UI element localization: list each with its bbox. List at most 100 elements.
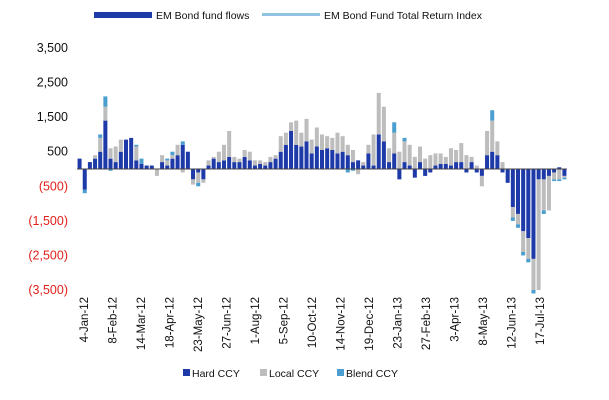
bar-segment-local [154,169,159,176]
bar-segment-hard [221,160,227,169]
bar-segment-local [485,130,490,156]
bar-segment-hard [93,158,98,169]
bar-segment-hard [495,155,500,169]
bar-segment-hard [144,165,149,169]
bar-segment-hard [552,169,557,173]
legend-swatch-local-ccy [260,369,267,376]
x-tick-label: 14-Mar-12 [136,297,148,350]
bar-segment-hard [299,146,304,169]
bar-segment-local [108,148,113,159]
bar-segment-hard [206,165,211,169]
bar-segment-hard [417,162,423,169]
bar-segment-hard [113,162,118,169]
bar-segment-local [319,134,325,150]
bar-segment-local [371,134,376,166]
bar-segment-local [170,155,175,159]
bar-segment-hard [268,162,273,169]
bar-segment-local [335,132,340,154]
bar-segment-local [521,231,526,252]
y-tick-label: (500) [39,179,68,193]
bar-segment-hard [263,165,268,169]
legend-label-bond-fund-flows: EM Bond fund flows [156,10,249,22]
bar-segment-hard [412,169,417,178]
bar-segment-hard [191,169,196,180]
bar-segment-blend [490,110,495,121]
bar-segment-hard [356,160,361,169]
bar-segment-hard [118,151,123,169]
bar-segment-blend [165,158,170,161]
bar-segment-hard [345,155,350,169]
bar-segment-hard [474,169,479,173]
bar-segment-local [165,160,170,166]
bar-segment-hard [325,148,330,169]
bar-segment-hard [123,139,129,169]
bar-segment-local [381,106,386,142]
bar-segment-local [495,141,500,156]
bar-segment-blend [108,169,113,171]
bar-segment-local [454,149,459,163]
x-tick-label: 23-Jan-13 [393,297,405,349]
y-tick-label: 500 [47,145,68,159]
bar-segment-local [361,162,366,166]
bar-segment-local [448,148,453,166]
x-tick-label: 19-Dec-12 [364,297,376,351]
bar-segment-local [546,175,551,211]
bar-segment-local [191,179,196,185]
bar-segment-hard [397,169,402,180]
bar-segment-blend [134,144,139,147]
bar-segment-hard [139,163,144,169]
top-legend: EM Bond fund flows EM Bond Fund Total Re… [94,10,483,22]
bar-segment-local [103,106,108,121]
legend-swatch-blend-ccy [337,369,344,376]
bar-segment-hard [242,156,247,169]
bar-segment-local [237,158,242,163]
y-axis: 3,500 2,500 1,500 500 (500) (1,500) (2,500) (3,… [28,41,68,297]
bar-segment-hard [350,162,355,169]
bar-segment-local [500,162,505,169]
bar-segment-hard [160,162,165,169]
bar-segment-hard [371,165,376,169]
x-tick-label: 27-Jun-12 [222,297,234,349]
bar-segment-hard [454,162,459,169]
bar-segment-local [232,156,237,163]
bar-segment-local [211,156,216,159]
bar-segment-blend [562,177,567,180]
x-tick-label: 18-Apr-12 [165,297,177,348]
bar-segment-local [268,156,273,163]
bar-segment-local [438,153,443,164]
bar-segment-blend [510,217,515,221]
bar-segment-local [428,155,433,169]
bar-segment-local [175,144,180,156]
bar-segment-hard [309,153,314,169]
bar-segment-local [356,169,361,175]
bar-segment-hard [294,144,299,169]
bar-segment-local [412,156,417,169]
bar-segment-local [407,144,412,166]
x-tick-label: 4-Jan-12 [79,297,91,342]
bar-segment-hard [227,156,232,169]
bar-segment-local [206,160,211,166]
bar-segment-hard [278,151,283,169]
bar-segment-local [526,238,531,259]
y-tick-label: 3,500 [37,41,68,55]
bar-segment-local [252,160,257,166]
bar-segment-hard [526,169,531,239]
bar-segment-hard [423,169,428,176]
bar-segment-local [345,144,350,156]
bar-segment-local [397,151,402,169]
bar-segment-local [294,120,299,145]
bar-segment-local [304,118,309,142]
bar-segment-hard [216,162,221,169]
bar-segment-blend [350,169,355,171]
bar-segment-local [221,144,227,161]
bar-segment-hard [510,169,515,208]
bar-segment-local [443,156,448,164]
bar-segment-local [309,139,314,154]
bar-segment-blend [98,134,103,138]
bar-segment-hard [211,158,216,169]
bar-segment-hard [77,158,82,169]
bar-segment-hard [165,165,170,169]
bar-segment-hard [196,169,201,173]
bar-segment-local [459,143,464,163]
bar-segment-hard [392,153,397,169]
